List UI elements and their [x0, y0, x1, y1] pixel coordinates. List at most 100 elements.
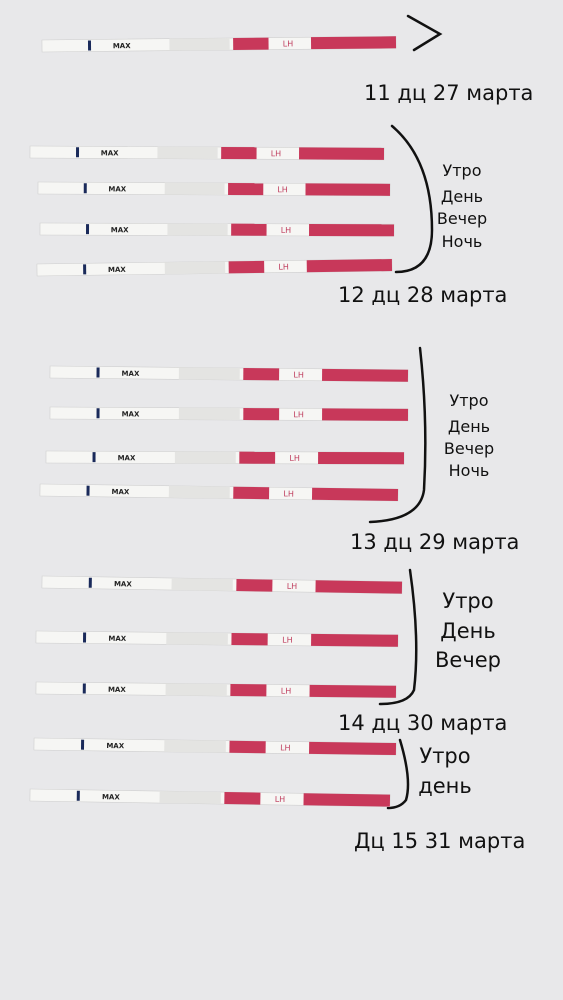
strip-max: MAX [111, 226, 129, 234]
strip-red [305, 183, 391, 196]
strip-max: MAX [122, 370, 140, 378]
strip-max: MAX [102, 793, 121, 801]
strip-red [224, 792, 261, 805]
test-strip: MAX LH [49, 365, 409, 383]
strip-red [243, 408, 280, 421]
date-label: 11 дц 27 марта [364, 81, 533, 105]
strip-pad [164, 182, 225, 195]
strip-handle-mark [96, 408, 100, 419]
strip-red [309, 223, 395, 237]
strip-red [309, 741, 397, 756]
time-label: Ночь [449, 461, 490, 480]
strip-red [318, 451, 405, 465]
test-strip: MAX LH [41, 575, 403, 594]
test-strip: MAX LH [39, 483, 399, 502]
test-strip: MAX LH [45, 450, 405, 465]
test-strip: MAX LH [35, 681, 397, 699]
time-label: день [418, 774, 472, 798]
strip-red [306, 259, 393, 273]
strip-pad [164, 739, 226, 753]
strip-handle-mark [82, 683, 86, 694]
strip-red [221, 147, 257, 160]
strip-lh: LH [275, 795, 286, 804]
bracket [406, 14, 443, 52]
strip-handle-mark [76, 790, 80, 801]
strip-red [303, 793, 391, 807]
brackets [368, 14, 443, 810]
strip-pad [165, 683, 227, 696]
strip-pad [174, 451, 236, 464]
time-label: Ночь [442, 232, 483, 251]
strip-red [230, 684, 267, 697]
strip-handle-mark [75, 147, 80, 158]
strip-pad [171, 578, 233, 591]
date-label: 14 дц 30 марта [338, 711, 507, 735]
time-label: Утро [442, 589, 493, 613]
strip-handle-mark [86, 485, 90, 496]
strip-red [231, 633, 268, 646]
time-label: Вечер [437, 209, 487, 228]
strip-max: MAX [108, 266, 126, 274]
date-label: 12 дц 28 марта [338, 283, 507, 307]
time-label: День [441, 187, 483, 206]
test-strip: MAX LH [41, 35, 397, 53]
strip-lh: LH [283, 489, 294, 498]
strip-lh: LH [287, 582, 298, 591]
strip-red [228, 260, 265, 274]
strip-pad [164, 261, 226, 275]
bracket [378, 568, 418, 706]
strip-lh: LH [289, 454, 300, 463]
strip-handle-mark [96, 367, 100, 378]
test-strip: MAX LH [49, 406, 409, 422]
strip-handle-mark [80, 739, 85, 750]
time-label: День [448, 417, 490, 436]
strip-handle-mark [83, 632, 87, 643]
test-strip: MAX LH [35, 630, 399, 648]
strip-max: MAX [108, 185, 126, 193]
strip-lh: LH [283, 39, 294, 48]
strip-max: MAX [108, 635, 126, 643]
strip-lh: LH [278, 262, 289, 271]
strip-lh: LH [280, 743, 291, 752]
strip-max: MAX [112, 488, 130, 496]
strip-pad [169, 38, 230, 51]
strip-max: MAX [118, 454, 136, 462]
test-strip: MAX LH [36, 258, 393, 277]
strip-red [310, 36, 397, 50]
strip-red [228, 182, 264, 196]
date-label: Дц 15 31 марта [354, 829, 525, 853]
strip-red [311, 487, 399, 501]
strip-pad [166, 632, 228, 646]
strip-red [311, 633, 399, 647]
strip-max: MAX [114, 580, 133, 588]
strip-handle-mark [83, 183, 87, 194]
strip-lh: LH [281, 226, 292, 235]
strip-lh: LH [271, 149, 282, 158]
strip-max: MAX [108, 686, 126, 694]
time-label: Вечер [444, 439, 494, 458]
strip-handle-mark [88, 577, 92, 588]
strip-red [229, 740, 266, 754]
time-label: Утро [419, 744, 470, 768]
time-label: День [440, 619, 495, 643]
strip-red [315, 580, 403, 594]
strip-lh: LH [293, 410, 304, 419]
time-label: Утро [442, 161, 481, 180]
test-strip: MAX LH [39, 222, 395, 237]
bracket [386, 738, 410, 810]
strip-pad [178, 367, 240, 380]
strip-red [231, 223, 267, 236]
time-label: Вечер [435, 648, 501, 672]
strip-max: MAX [113, 42, 131, 50]
bracket [368, 346, 427, 524]
test-strip: MAX LH [37, 181, 391, 197]
date-label: 13 дц 29 марта [350, 530, 519, 554]
strip-red [299, 147, 385, 160]
strip-red [233, 486, 270, 500]
strip-lh: LH [277, 185, 288, 194]
test-strip: MAX LH [33, 737, 397, 756]
strip-max: MAX [106, 742, 124, 750]
